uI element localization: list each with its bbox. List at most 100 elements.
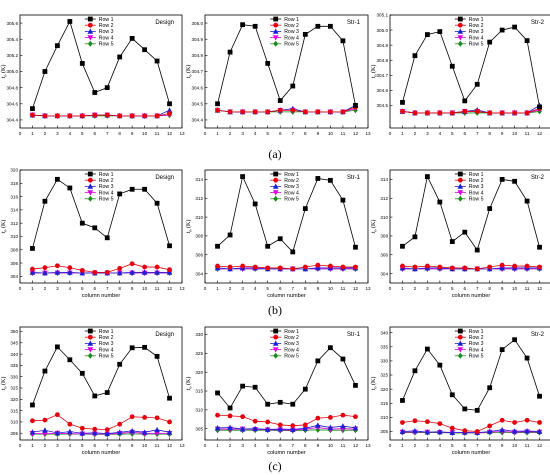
y-tick-label: 310 [380, 215, 388, 220]
legend-marker [457, 183, 464, 189]
legend-label: Row 1 [284, 172, 299, 178]
data-point [92, 225, 98, 231]
data-point [487, 264, 493, 270]
data-point [487, 110, 493, 116]
x-tick-label: 6 [93, 286, 96, 291]
data-point [424, 346, 430, 352]
x-tick-label: 2 [229, 286, 232, 291]
legend-entry: Row 5 [270, 40, 299, 48]
data-point [340, 356, 346, 362]
x-tick-label: 2 [414, 286, 417, 291]
y-tick-label: 304 [380, 271, 388, 276]
x-tick-label: 1 [216, 286, 219, 291]
data-point [302, 109, 308, 115]
data-point [79, 430, 86, 436]
y-tick-label: 320 [10, 397, 18, 402]
data-point [327, 109, 333, 115]
series-row-1 [215, 345, 358, 411]
legend-entry: Row 2 [454, 22, 484, 29]
x-tick-label: 12 [167, 443, 173, 448]
legend-label: Row 2 [99, 23, 114, 29]
chart-a2: 0 1 2 3 4 5 6 7 8 9 10 11 12 13304.4304.5304.6304.730… [185, 14, 371, 136]
data-point [437, 264, 443, 270]
data-point [277, 98, 283, 103]
legend-label: Row 3 [99, 29, 114, 35]
x-tick-label: 12 [167, 286, 173, 291]
chart-title: Str-2 [531, 175, 545, 181]
legend-entry: Row 3 [270, 340, 299, 347]
data-point [290, 401, 296, 407]
data-point [424, 32, 430, 37]
data-point [412, 368, 418, 374]
y-tick-label: 320 [10, 168, 18, 173]
x-tick-label: 5 [81, 286, 84, 291]
x-tick-label: 0 [389, 443, 392, 448]
x-tick-label: 1 [216, 131, 219, 136]
data-point [215, 390, 220, 396]
data-point [487, 385, 493, 391]
data-point [400, 99, 405, 105]
data-point [352, 424, 359, 431]
legend-entry: Row 3 [84, 183, 114, 190]
y-tick-label: 330 [195, 332, 203, 337]
x-tick-label: 10 [512, 443, 518, 448]
y-tick-label: 304.4 [192, 118, 204, 123]
y-axis-unit: (K) [185, 377, 192, 387]
x-tick-label: 1 [401, 443, 404, 448]
legend-label: Row 4 [469, 190, 484, 196]
series-row-1 [400, 337, 542, 413]
chart-title: Str-2 [531, 20, 545, 26]
data-point [239, 426, 246, 432]
y-tick-label: 304.9 [192, 37, 204, 42]
data-point [79, 61, 85, 66]
y-axis-symbol: t [186, 231, 192, 233]
chart-title: Design [155, 20, 174, 26]
data-point [117, 191, 123, 197]
x-tick-label: 12 [353, 443, 359, 448]
data-point [79, 267, 85, 273]
data-point [227, 49, 233, 55]
legend-label: Row 4 [469, 35, 484, 41]
data-point [290, 107, 296, 113]
x-tick-label: 5 [266, 131, 269, 136]
data-point [129, 186, 135, 192]
y-tick-label: 304.7 [377, 73, 389, 78]
data-point [537, 264, 542, 270]
legend-entry: Row 2 [270, 177, 299, 184]
legend-entry: Row 4 [454, 35, 484, 41]
data-point [67, 19, 73, 24]
data-point [265, 61, 271, 66]
data-point [340, 412, 346, 418]
legend-marker [273, 328, 279, 334]
y-tick-label: 305.2 [7, 53, 19, 58]
legend-entry: Row 2 [270, 334, 299, 341]
series-row-2 [400, 106, 542, 116]
data-point [104, 430, 111, 437]
legend-label: Row 5 [469, 42, 484, 48]
y-axis-label: to (K) [0, 220, 8, 234]
legend-entry: Row 1 [270, 16, 299, 23]
y-tick-label: 330 [380, 359, 388, 364]
x-tick-label: 13 [365, 443, 371, 448]
data-point [167, 111, 172, 116]
y-axis-label: to (K) [370, 65, 378, 79]
y-tick-label: 305 [10, 431, 18, 436]
legend-marker [87, 195, 93, 202]
y-tick-label: 304.8 [7, 85, 19, 90]
series-line [402, 429, 540, 434]
data-point [265, 265, 271, 271]
data-point [353, 103, 358, 108]
legend-label: Row 3 [284, 341, 299, 347]
data-point [524, 427, 530, 434]
data-point [30, 402, 35, 408]
data-point [290, 423, 296, 429]
series-row-5 [215, 107, 358, 115]
series-row-1 [30, 344, 172, 408]
data-point [30, 246, 35, 251]
legend-label: Row 4 [99, 35, 114, 41]
x-tick-label: 12 [353, 286, 359, 291]
y-tick-label: 304.7 [192, 69, 204, 74]
data-point [167, 419, 172, 425]
y-tick-label: 314 [195, 177, 203, 182]
data-point [315, 415, 321, 421]
